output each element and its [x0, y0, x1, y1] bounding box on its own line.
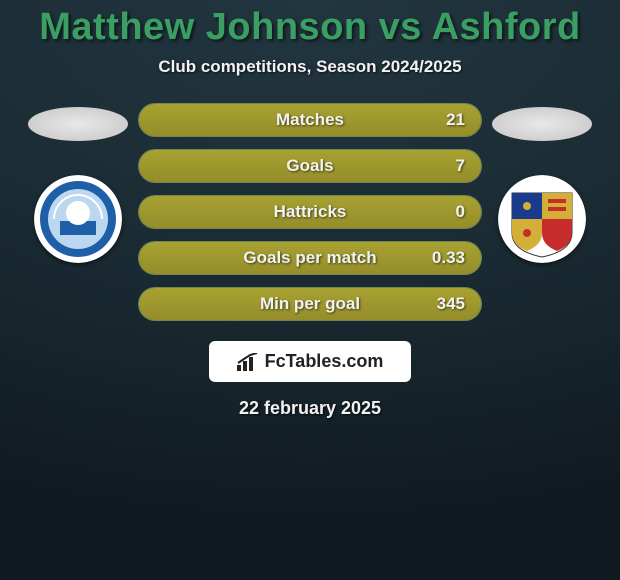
stat-value: 0.33	[432, 248, 465, 268]
branding-text: FcTables.com	[265, 351, 384, 372]
stat-value: 7	[456, 156, 465, 176]
footer-date: 22 february 2025	[239, 398, 381, 419]
left-player-photo-placeholder	[28, 107, 128, 141]
left-club-crest	[34, 175, 122, 263]
stat-label: Matches	[139, 110, 481, 130]
right-player-column	[482, 103, 602, 263]
comparison-row: Matches21 Goals7 Hattricks0 Goals per match…	[0, 103, 620, 321]
right-player-photo-placeholder	[492, 107, 592, 141]
left-club-crest-icon	[34, 175, 122, 263]
stat-label: Goals per match	[139, 248, 481, 268]
stat-label: Goals	[139, 156, 481, 176]
stat-row: Min per goal345	[138, 287, 482, 321]
page-subtitle: Club competitions, Season 2024/2025	[158, 57, 461, 77]
stat-row: Goals per match0.33	[138, 241, 482, 275]
stat-row: Hattricks0	[138, 195, 482, 229]
left-player-column	[18, 103, 138, 263]
stat-label: Min per goal	[139, 294, 481, 314]
stat-value: 21	[446, 110, 465, 130]
bars-icon	[237, 353, 259, 371]
content-container: Matthew Johnson vs Ashford Club competit…	[0, 0, 620, 419]
page-title: Matthew Johnson vs Ashford	[39, 6, 581, 49]
right-club-crest	[498, 175, 586, 263]
stat-value: 0	[456, 202, 465, 222]
branding-badge: FcTables.com	[209, 341, 412, 382]
stat-row: Goals7	[138, 149, 482, 183]
stat-value: 345	[437, 294, 465, 314]
right-club-crest-icon	[498, 175, 586, 263]
stat-row: Matches21	[138, 103, 482, 137]
stat-label: Hattricks	[139, 202, 481, 222]
stats-column: Matches21 Goals7 Hattricks0 Goals per match…	[138, 103, 482, 321]
